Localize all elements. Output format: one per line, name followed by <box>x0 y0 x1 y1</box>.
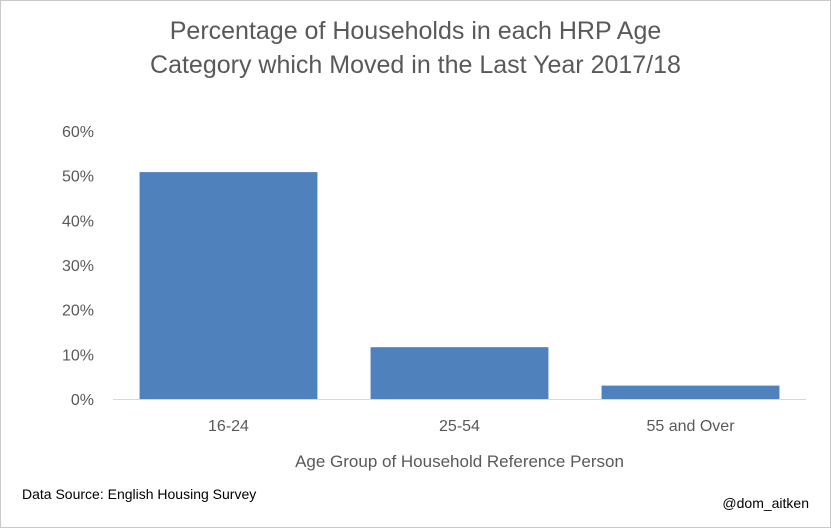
y-tick-label: 50% <box>62 169 94 186</box>
y-tick-label: 10% <box>62 347 94 364</box>
bar-55-and-over <box>601 385 780 399</box>
y-tick-label: 40% <box>62 213 94 230</box>
x-tick-label: 16-24 <box>208 418 249 435</box>
bar-25-54 <box>370 347 549 399</box>
x-axis-ticks: 16-24 25-54 55 and Over <box>208 418 735 435</box>
chart-title-line-1: Percentage of Households in each HRP Age <box>169 17 662 45</box>
x-tick-label: 55 and Over <box>646 418 735 435</box>
x-axis-title: Age Group of Household Reference Person <box>295 452 624 471</box>
chart-title: Percentage of Households in each HRP Age… <box>0 14 831 82</box>
y-tick-label: 60% <box>62 124 94 141</box>
bar-16-24 <box>139 172 318 399</box>
x-tick-label: 25-54 <box>439 418 480 435</box>
data-source-note: Data Source: English Housing Survey <box>22 486 257 502</box>
y-tick-label: 30% <box>62 258 94 275</box>
y-tick-label: 20% <box>62 303 94 320</box>
author-credit: @dom_aitken <box>722 495 809 511</box>
bars <box>139 172 780 399</box>
y-tick-label: 0% <box>71 392 94 409</box>
chart-title-line-2: Category which Moved in the Last Year 20… <box>150 51 681 79</box>
y-axis-ticks: 0% 10% 20% 30% 40% 50% 60% <box>62 124 94 409</box>
